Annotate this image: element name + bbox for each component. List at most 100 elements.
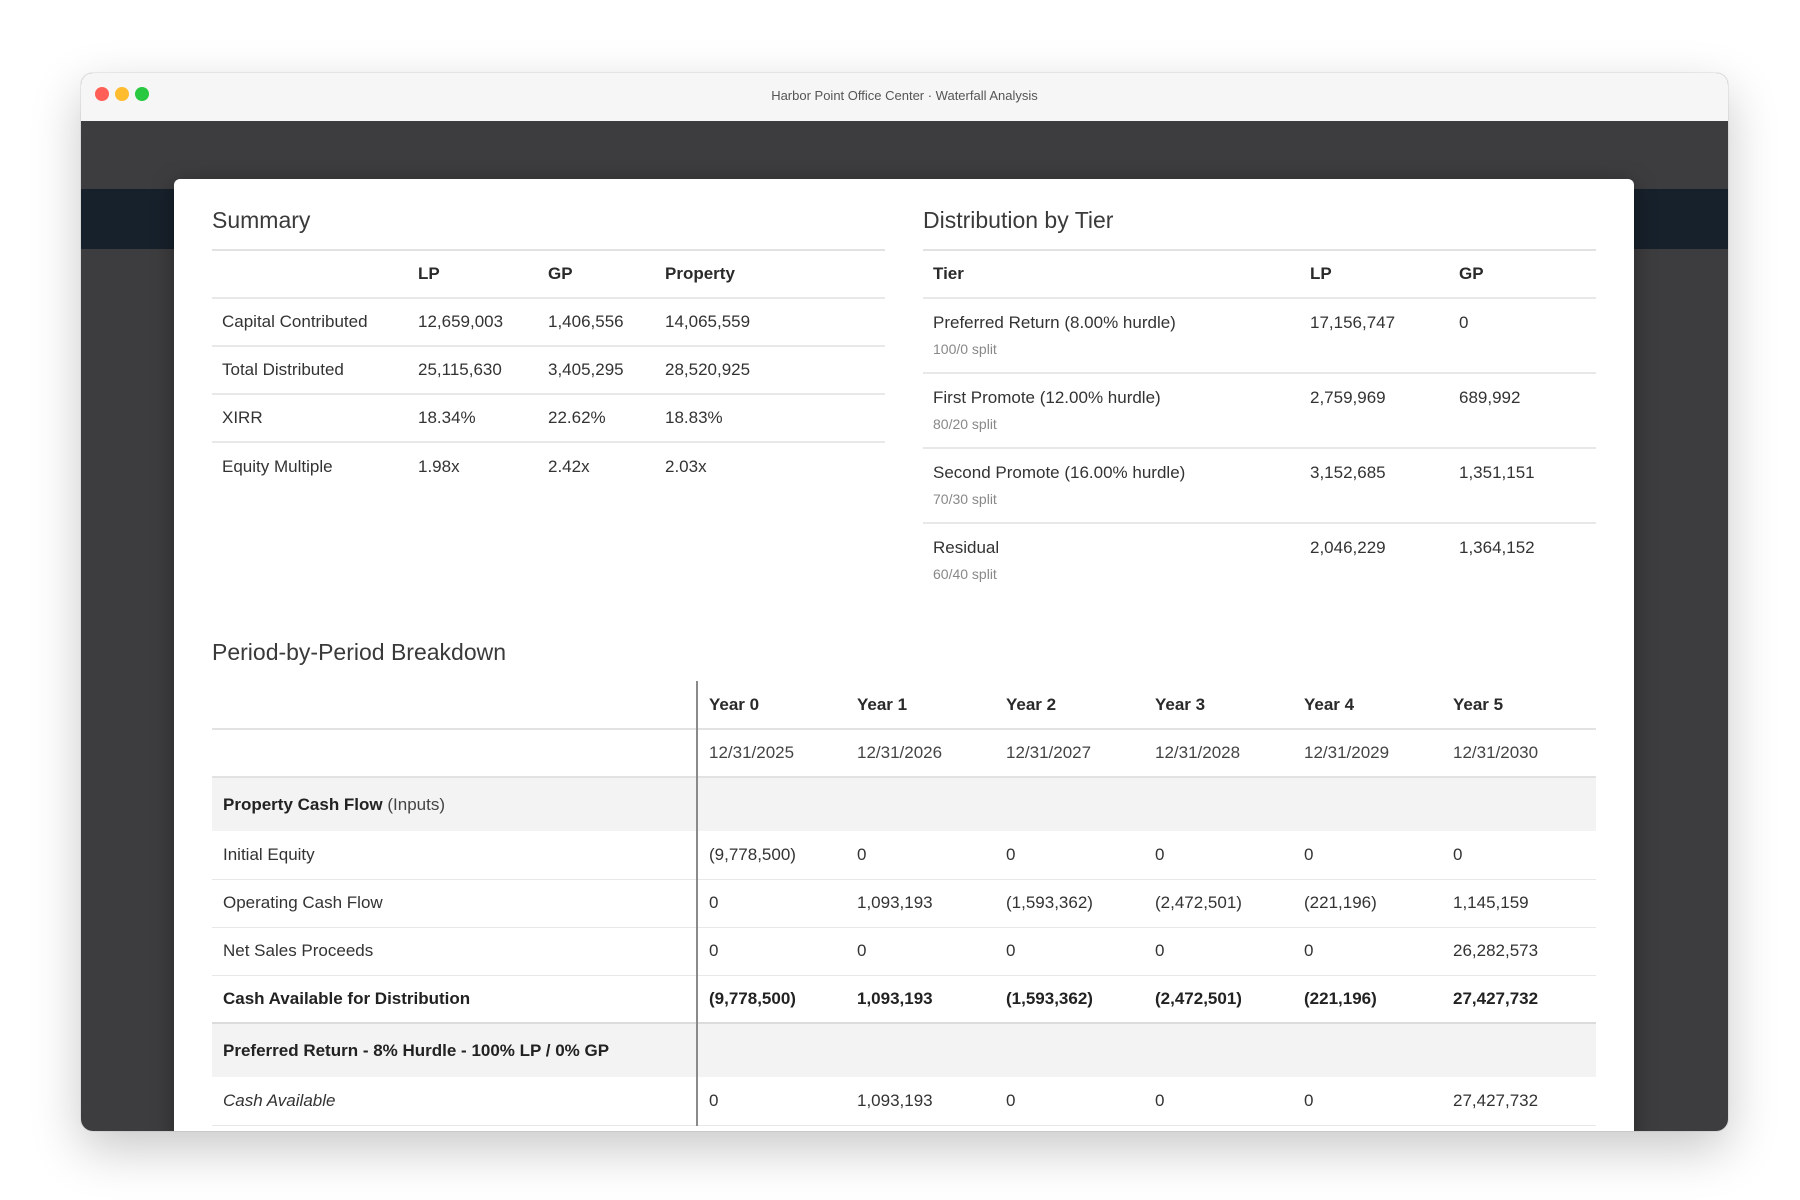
- summary-row-label: XIRR: [222, 408, 263, 427]
- tier-cell: Residual 60/40 split: [923, 523, 1310, 598]
- period-date: 12/31/2029: [1304, 743, 1390, 762]
- tier-cell: Second Promote (16.00% hurdle) 70/30 spl…: [923, 448, 1310, 523]
- group-label: Property Cash Flow (Inputs): [212, 777, 698, 831]
- summary-row: Total Distributed 25,115,630 3,405,295 2…: [212, 346, 885, 394]
- group-title: Property Cash Flow: [223, 794, 383, 814]
- tier-header-gp: GP: [1459, 264, 1484, 283]
- summary-row: XIRR 18.34% 22.62% 18.83%: [212, 394, 885, 442]
- group-spacer: [697, 777, 1596, 831]
- summary-header-blank: [212, 250, 418, 298]
- summary-row-label: Capital Contributed: [222, 312, 368, 331]
- row-value: (1,593,362): [1006, 893, 1093, 912]
- zoom-window-button[interactable]: [135, 87, 149, 101]
- row-value: 0: [1453, 844, 1463, 864]
- row-label: Operating Cash Flow: [212, 879, 698, 927]
- tier-gp-value: 0: [1459, 313, 1469, 332]
- group-label: Preferred Return - 8% Hurdle - 100% LP /…: [212, 1023, 698, 1077]
- tier-gp-value: 1,364,152: [1459, 538, 1535, 557]
- summary-header-lp: LP: [418, 264, 440, 283]
- period-date: 12/31/2030: [1453, 743, 1539, 762]
- tier-cell: Preferred Return (8.00% hurdle) 100/0 sp…: [923, 298, 1310, 373]
- cash-flow-row: Initial Equity (9,778,500) 0 0 0 0 0: [212, 831, 1596, 879]
- row-value: (9,778,500): [709, 844, 796, 864]
- tier-split: 70/30 split: [933, 491, 997, 507]
- summary-lp-value: 18.34%: [418, 408, 476, 427]
- date-header-row: 12/31/2025 12/31/2026 12/31/2027 12/31/2…: [212, 729, 1596, 777]
- summary-gp-value: 3,405,295: [548, 360, 624, 379]
- cash-flow-row: Net Sales Proceeds 0 0 0 0 0 26,282,573: [212, 927, 1596, 975]
- distribution-by-tier-table: Tier LP GP Preferred Return (8.00% hurdl…: [923, 249, 1596, 598]
- summary-row-label: Total Distributed: [222, 360, 344, 379]
- group-title: Preferred Return - 8% Hurdle - 100% LP /…: [223, 1040, 610, 1060]
- period-date: 12/31/2025: [709, 743, 795, 762]
- row-value: (2,472,501): [1155, 893, 1242, 912]
- row-value: 1,093,193: [857, 988, 933, 1008]
- row-value: 0: [709, 1090, 719, 1110]
- tier-lp-value: 17,156,747: [1310, 313, 1396, 332]
- summary-header-row: LP GP Property: [212, 250, 885, 298]
- row-value: (221,196): [1304, 988, 1377, 1008]
- row-value: 27,427,732: [1453, 1090, 1539, 1110]
- row-value: (2,472,501): [1155, 988, 1242, 1008]
- tier-header-tier: Tier: [933, 264, 964, 283]
- close-window-button[interactable]: [95, 87, 109, 101]
- tier-name: First Promote (12.00% hurdle): [933, 388, 1161, 407]
- row-value: 26,282,573: [1453, 941, 1539, 960]
- tier-row: Second Promote (16.00% hurdle) 70/30 spl…: [923, 448, 1596, 523]
- year-header-row: Year 0 Year 1 Year 2 Year 3 Year 4 Year …: [212, 681, 1596, 729]
- summary-lp-value: 1.98x: [418, 456, 460, 476]
- cash-available-row: Cash Available 0 1,093,193 0 0 0 27,427,…: [212, 1077, 1596, 1125]
- date-header-blank: [212, 729, 698, 777]
- group-header-preferred-return: Preferred Return - 8% Hurdle - 100% LP /…: [212, 1023, 1596, 1077]
- year-header: Year 4: [1304, 694, 1355, 714]
- row-value: 0: [709, 941, 719, 960]
- tier-header-row: Tier LP GP: [923, 250, 1596, 298]
- row-value: 0: [1304, 844, 1314, 864]
- row-label: Cash Available: [212, 1077, 698, 1125]
- app-window: Harbor Point Office Center · Waterfall A…: [81, 73, 1728, 1131]
- cash-flow-row: Operating Cash Flow 0 1,093,193 (1,593,3…: [212, 879, 1596, 927]
- tier-lp-value: 2,046,229: [1310, 538, 1386, 557]
- tier-row: Residual 60/40 split 2,046,229 1,364,152: [923, 523, 1596, 598]
- title-bar: Harbor Point Office Center · Waterfall A…: [81, 73, 1728, 122]
- summary-lp-value: 12,659,003: [418, 312, 504, 331]
- tier-header-lp: LP: [1310, 264, 1332, 283]
- period-date: 12/31/2028: [1155, 743, 1241, 762]
- tier-row: Preferred Return (8.00% hurdle) 100/0 sp…: [923, 298, 1596, 373]
- row-label: Net Sales Proceeds: [212, 927, 698, 975]
- tier-gp-value: 689,992: [1459, 388, 1521, 407]
- group-subtitle: (Inputs): [382, 794, 445, 814]
- row-value: 0: [1006, 941, 1016, 960]
- tier-lp-value: 3,152,685: [1310, 463, 1386, 482]
- summary-row: Capital Contributed 12,659,003 1,406,556…: [212, 298, 885, 346]
- row-value: 1,093,193: [857, 1090, 933, 1110]
- tier-name: Preferred Return (8.00% hurdle): [933, 313, 1176, 332]
- year-header: Year 5: [1453, 694, 1504, 714]
- row-value: (221,196): [1304, 893, 1377, 912]
- tier-split: 100/0 split: [933, 341, 997, 357]
- row-value: 1,093,193: [857, 893, 933, 912]
- row-value: (1,593,362): [1006, 988, 1093, 1008]
- year-header: Year 0: [709, 694, 760, 714]
- minimize-window-button[interactable]: [115, 87, 129, 101]
- summary-gp-value: 22.62%: [548, 408, 606, 427]
- row-value: 0: [1304, 1090, 1314, 1110]
- tier-split: 80/20 split: [933, 416, 997, 432]
- row-value: 0: [857, 844, 867, 864]
- cash-available-for-distribution-row: Cash Available for Distribution (9,778,5…: [212, 975, 1596, 1023]
- summary-header-property: Property: [665, 264, 735, 283]
- row-value: 1,145,159: [1453, 893, 1529, 912]
- summary-lp-value: 25,115,630: [418, 360, 502, 379]
- row-value: 0: [1006, 844, 1016, 864]
- tier-split: 60/40 split: [933, 566, 997, 582]
- period-date: 12/31/2026: [857, 743, 943, 762]
- row-value: 0: [1155, 844, 1165, 864]
- summary-header-gp: GP: [548, 264, 573, 283]
- window-title: Harbor Point Office Center · Waterfall A…: [771, 88, 1038, 103]
- row-value: 0: [1304, 941, 1314, 960]
- summary-property-value: 28,520,925: [665, 360, 751, 379]
- row-value: 0: [857, 941, 867, 960]
- app-header-backdrop: [81, 121, 1728, 189]
- year-header: Year 2: [1006, 694, 1057, 714]
- tier-gp-value: 1,351,151: [1459, 463, 1535, 482]
